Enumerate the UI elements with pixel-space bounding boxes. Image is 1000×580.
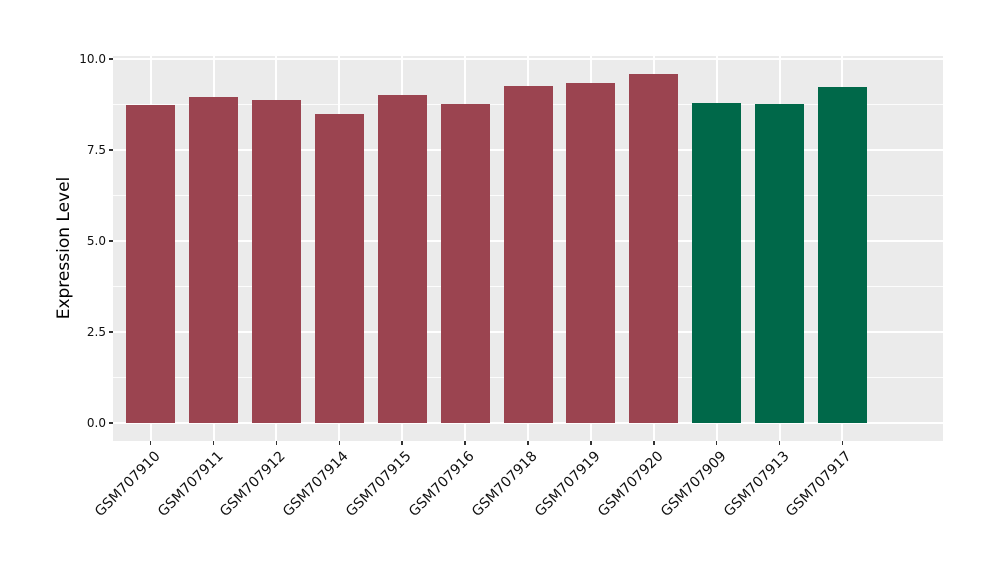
x-tick-mark xyxy=(212,441,215,445)
bar-GSM707915 xyxy=(377,94,427,423)
plot-panel xyxy=(113,56,943,441)
bar-GSM707911 xyxy=(189,96,239,423)
bar-GSM707912 xyxy=(251,100,301,423)
bar-GSM707913 xyxy=(755,103,804,423)
bar-GSM707917 xyxy=(817,86,867,423)
bar-GSM707919 xyxy=(566,83,616,423)
x-tick-mark xyxy=(778,441,781,445)
y-tick-mark xyxy=(109,422,113,424)
y-tick-label: 0.0 xyxy=(86,416,106,430)
x-tick-mark xyxy=(149,441,152,445)
y-tick-mark xyxy=(109,58,113,60)
x-tick-mark xyxy=(275,441,278,445)
y-tick-label: 10.0 xyxy=(79,51,106,66)
bar-GSM707918 xyxy=(503,85,553,423)
y-tick-label: 5.0 xyxy=(86,233,106,248)
y-tick-label: 7.5 xyxy=(86,142,106,157)
y-tick-mark xyxy=(109,149,113,151)
x-tick-mark xyxy=(401,441,403,445)
x-tick-mark xyxy=(653,441,655,445)
x-tick-label-GSM707910: GSM707910 xyxy=(91,448,164,520)
x-tick-mark xyxy=(464,441,466,445)
y-tick-mark xyxy=(109,331,113,333)
x-tick-mark xyxy=(590,441,592,445)
bar-GSM707916 xyxy=(440,103,490,423)
x-tick-mark xyxy=(338,441,341,445)
bar-GSM707909 xyxy=(692,102,742,423)
x-tick-mark xyxy=(841,441,844,445)
bar-GSM707914 xyxy=(314,113,364,423)
x-tick-mark xyxy=(527,441,529,445)
y-tick-mark xyxy=(109,240,113,242)
x-tick-mark xyxy=(715,441,718,445)
y-tick-label: 2.5 xyxy=(86,324,106,339)
bar-GSM707920 xyxy=(629,74,679,423)
bar-GSM707910 xyxy=(126,105,176,423)
